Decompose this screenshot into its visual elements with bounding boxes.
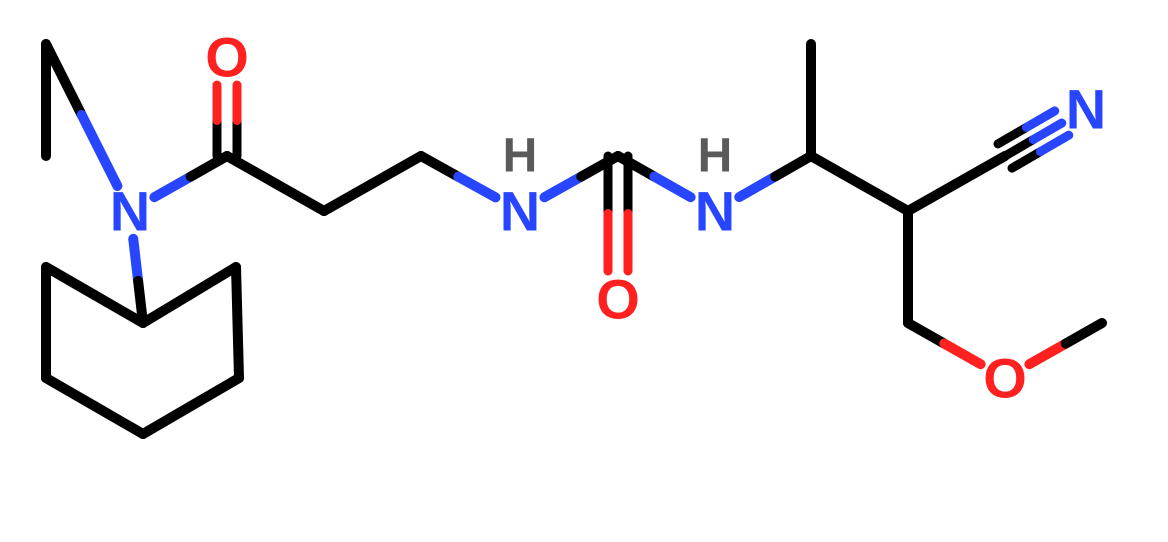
atom-h: H	[698, 130, 733, 183]
molecule-diagram: NONONNOHH	[0, 0, 1168, 542]
atom-n: N	[695, 180, 735, 243]
atom-n: N	[110, 180, 150, 243]
atom-o: O	[983, 347, 1027, 410]
atom-n: N	[500, 180, 540, 243]
atom-h: H	[503, 130, 538, 183]
atom-o: O	[596, 268, 640, 331]
atom-n: N	[1066, 78, 1106, 141]
atom-o: O	[205, 26, 249, 89]
